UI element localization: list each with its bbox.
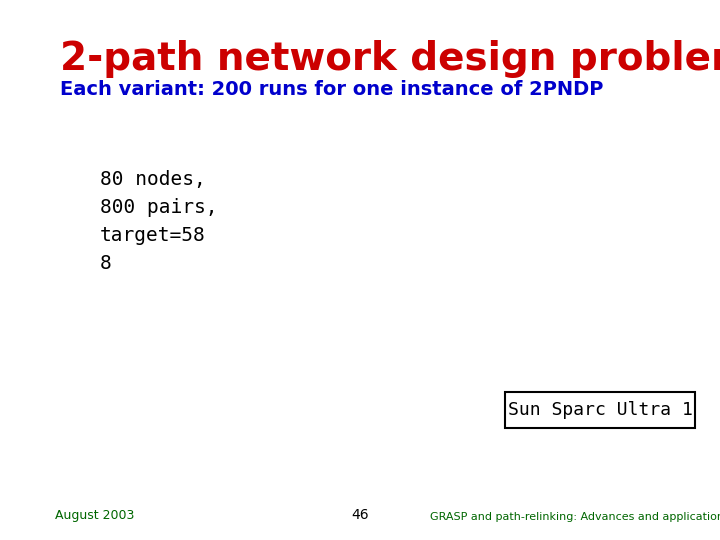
Text: 80 nodes,: 80 nodes, [100,170,206,189]
Text: target=58: target=58 [100,226,206,245]
Text: 2-path network design problem: 2-path network design problem [60,40,720,78]
Text: Each variant: 200 runs for one instance of 2PNDP: Each variant: 200 runs for one instance … [60,80,603,99]
Text: GRASP and path-relinking: Advances and applications: GRASP and path-relinking: Advances and a… [430,512,720,522]
Text: August 2003: August 2003 [55,509,135,522]
FancyBboxPatch shape [505,392,695,428]
Text: Sun Sparc Ultra 1: Sun Sparc Ultra 1 [508,401,693,419]
Text: 8: 8 [100,254,112,273]
Text: 46: 46 [351,508,369,522]
Text: 800 pairs,: 800 pairs, [100,198,217,217]
